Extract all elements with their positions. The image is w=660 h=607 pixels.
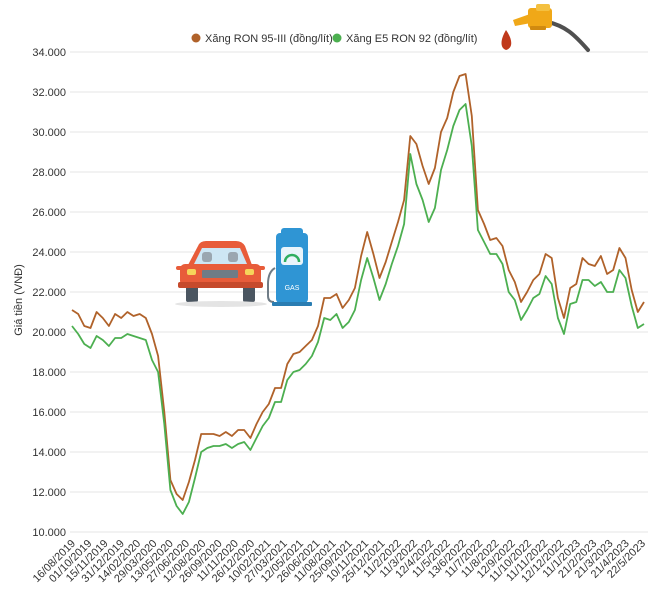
y-axis-ticks: 10.000 12.000 14.000 16.000 18.000 20.000 22.0… (32, 47, 66, 539)
series-line-0 (71, 73, 645, 501)
y-tick-label: 24.000 (32, 247, 66, 259)
y-tick-label: 20.000 (32, 327, 66, 339)
legend-label-e5-ron92: Xăng E5 RON 92 (đồng/lít) (346, 33, 477, 45)
car-at-gas-pump-illustration: GAS (175, 228, 312, 307)
y-tick-label: 18.000 (32, 367, 66, 379)
y-tick-label: 32.000 (32, 87, 66, 99)
series-line-1 (71, 103, 645, 515)
y-tick-label: 16.000 (32, 407, 66, 419)
y-tick-label: 10.000 (32, 527, 66, 539)
legend-marker-ron95 (191, 33, 201, 43)
y-tick-label: 14.000 (32, 447, 66, 459)
x-axis-ticks: 16/08/201901/10/201915/11/201931/12/2019… (31, 538, 648, 585)
y-tick-label: 34.000 (32, 47, 66, 59)
y-tick-label: 22.000 (32, 287, 66, 299)
fuel-nozzle-icon (501, 4, 590, 52)
y-tick-label: 30.000 (32, 127, 66, 139)
svg-text:GAS: GAS (285, 285, 300, 292)
y-tick-label: 12.000 (32, 487, 66, 499)
y-tick-label: 26.000 (32, 207, 66, 219)
legend-label-ron95: Xăng RON 95-III (đồng/lít) (205, 33, 333, 45)
legend-marker-e5-ron92 (332, 33, 342, 43)
series-lines (71, 73, 645, 515)
y-tick-label: 28.000 (32, 167, 66, 179)
y-axis-label: Giá tiền (VNĐ) (13, 264, 25, 336)
legend: Xăng RON 95-III (đồng/lít) Xăng E5 RON 9… (191, 33, 477, 45)
